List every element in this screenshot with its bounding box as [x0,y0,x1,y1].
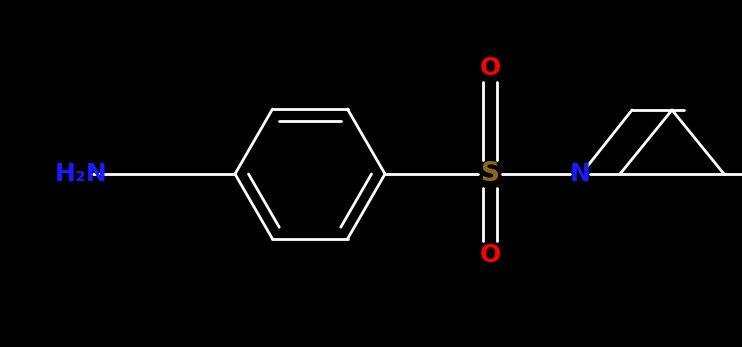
Text: N: N [570,162,591,186]
Text: S: S [481,161,499,187]
Text: O: O [479,56,501,80]
Text: O: O [479,243,501,267]
Text: H₂N: H₂N [55,162,108,186]
